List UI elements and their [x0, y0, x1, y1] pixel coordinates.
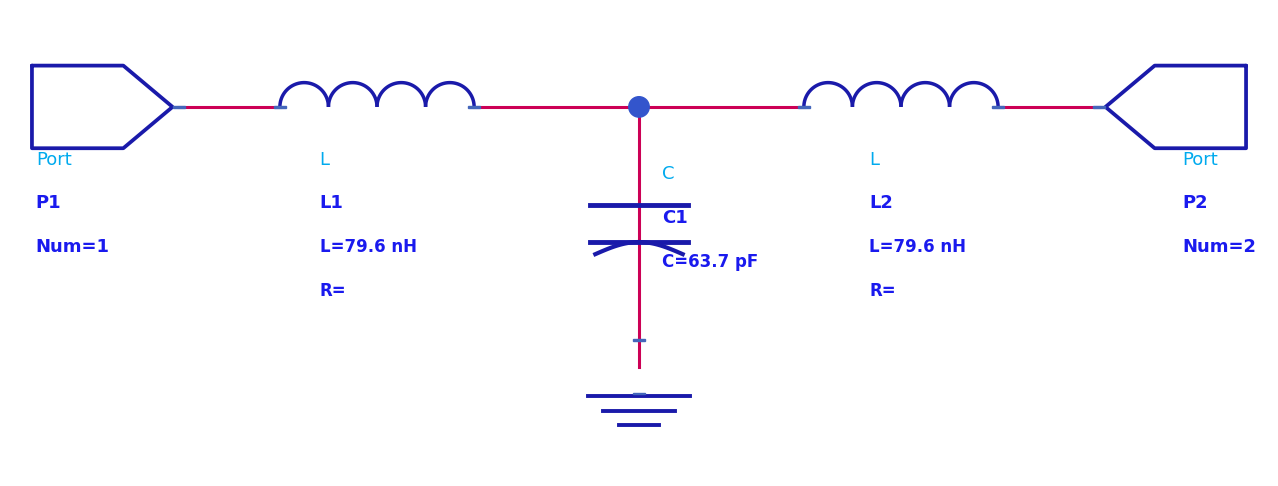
- Bar: [634, 339, 645, 341]
- Text: C1: C1: [662, 209, 688, 227]
- Text: L=79.6 nH: L=79.6 nH: [320, 238, 417, 256]
- Bar: [174, 106, 184, 108]
- Text: L2: L2: [869, 194, 893, 212]
- Text: R=: R=: [320, 282, 346, 300]
- Circle shape: [629, 97, 649, 117]
- Text: Port: Port: [1182, 151, 1218, 169]
- Text: L: L: [320, 151, 330, 169]
- Bar: [992, 106, 1003, 108]
- Text: L: L: [869, 151, 879, 169]
- Text: C: C: [662, 165, 675, 183]
- Text: Num=1: Num=1: [36, 238, 110, 256]
- Text: L=79.6 nH: L=79.6 nH: [869, 238, 966, 256]
- Bar: [1093, 106, 1104, 108]
- Text: Port: Port: [36, 151, 72, 169]
- Bar: [634, 393, 645, 395]
- Bar: [273, 106, 286, 108]
- Bar: [797, 106, 810, 108]
- Text: C=63.7 pF: C=63.7 pF: [662, 253, 758, 271]
- Text: P2: P2: [1182, 194, 1208, 212]
- Text: R=: R=: [869, 282, 896, 300]
- Text: L1: L1: [320, 194, 344, 212]
- Text: P1: P1: [36, 194, 61, 212]
- Text: Num=2: Num=2: [1182, 238, 1256, 256]
- Bar: [468, 106, 481, 108]
